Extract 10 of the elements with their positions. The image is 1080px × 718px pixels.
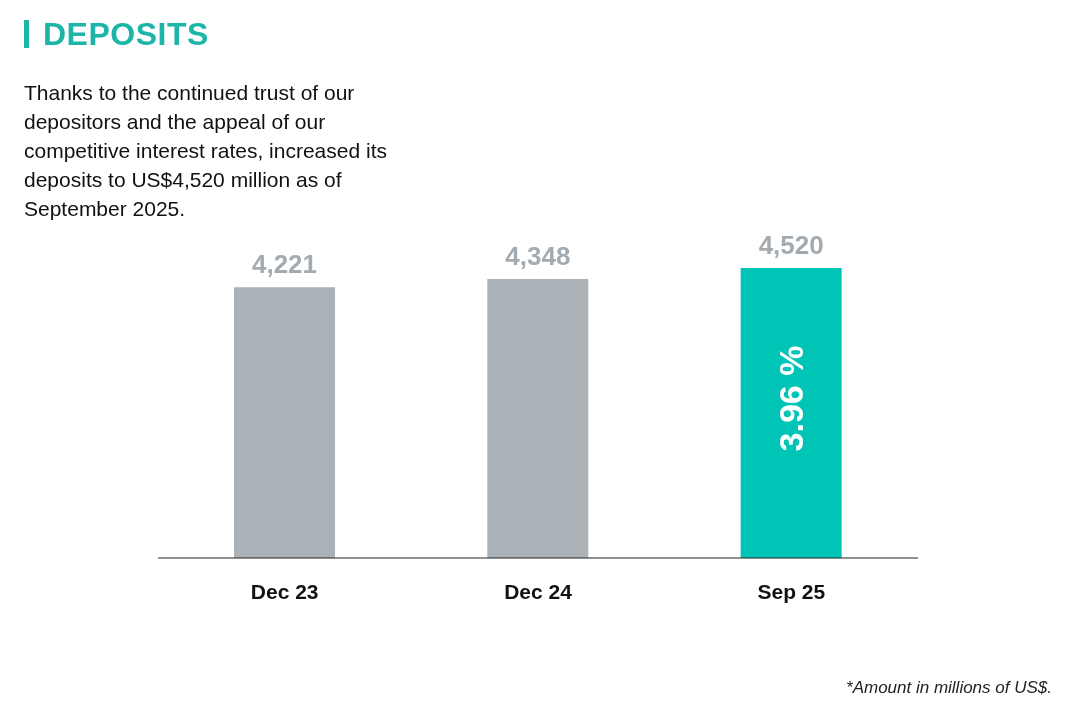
data-label: 4,520 <box>758 230 824 260</box>
chart-title: DEPOSITS <box>42 16 209 53</box>
x-tick-label: Dec 24 <box>504 579 573 603</box>
x-tick-label: Dec 23 <box>250 579 319 603</box>
data-label: 4,221 <box>251 249 318 280</box>
text: *Amount in millions of US$. <box>846 678 1052 698</box>
x-tick-label: Sep 25 <box>757 579 826 603</box>
text: Thanks to the continued trust of our depositors and the appeal of our competitive interest rates, increased its deposits to US$4,520 million as of September 2025. <box>24 80 388 222</box>
data-label: 4,348 <box>505 241 571 272</box>
annotation: 3.96 % <box>772 345 811 452</box>
